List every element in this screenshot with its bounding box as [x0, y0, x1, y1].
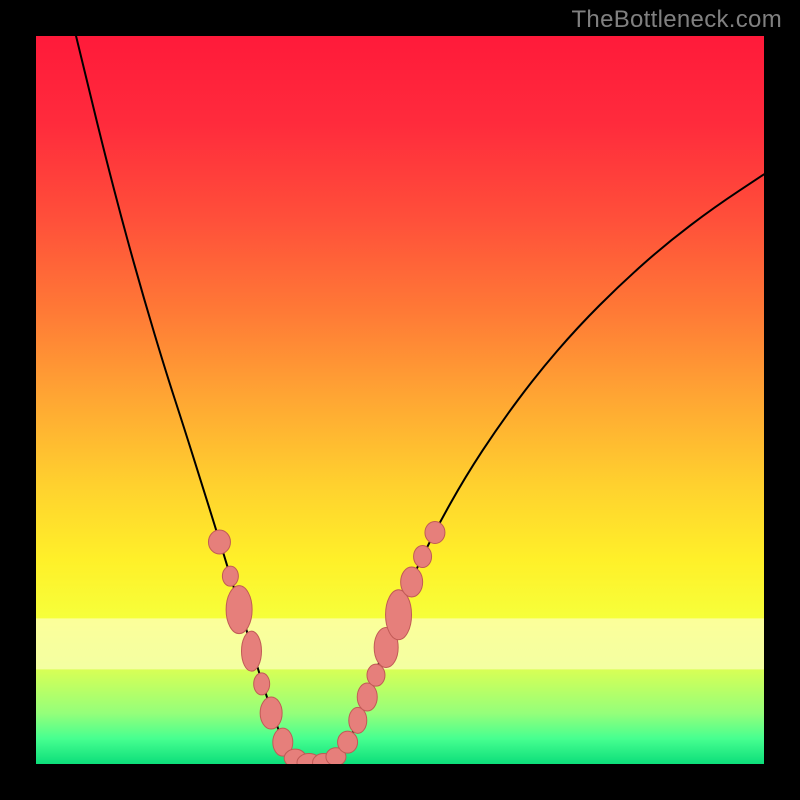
bottleneck-plot: [36, 36, 764, 764]
data-dot: [254, 673, 270, 695]
data-dot: [222, 566, 238, 586]
data-dot: [414, 546, 432, 568]
data-dot: [401, 567, 423, 597]
data-dot: [357, 683, 377, 711]
data-dot: [386, 590, 412, 640]
frame-border-left: [0, 0, 36, 800]
data-dot: [349, 707, 367, 733]
watermark-label: TheBottleneck.com: [571, 6, 782, 34]
data-dot: [425, 522, 445, 544]
data-dot: [338, 731, 358, 753]
data-dot: [226, 586, 252, 634]
plot-svg: [36, 36, 764, 764]
frame-border-right: [764, 0, 800, 800]
data-dot: [241, 631, 261, 671]
data-dot: [260, 697, 282, 729]
data-dot: [367, 664, 385, 686]
data-dot: [208, 530, 230, 554]
frame-border-bottom: [0, 764, 800, 800]
